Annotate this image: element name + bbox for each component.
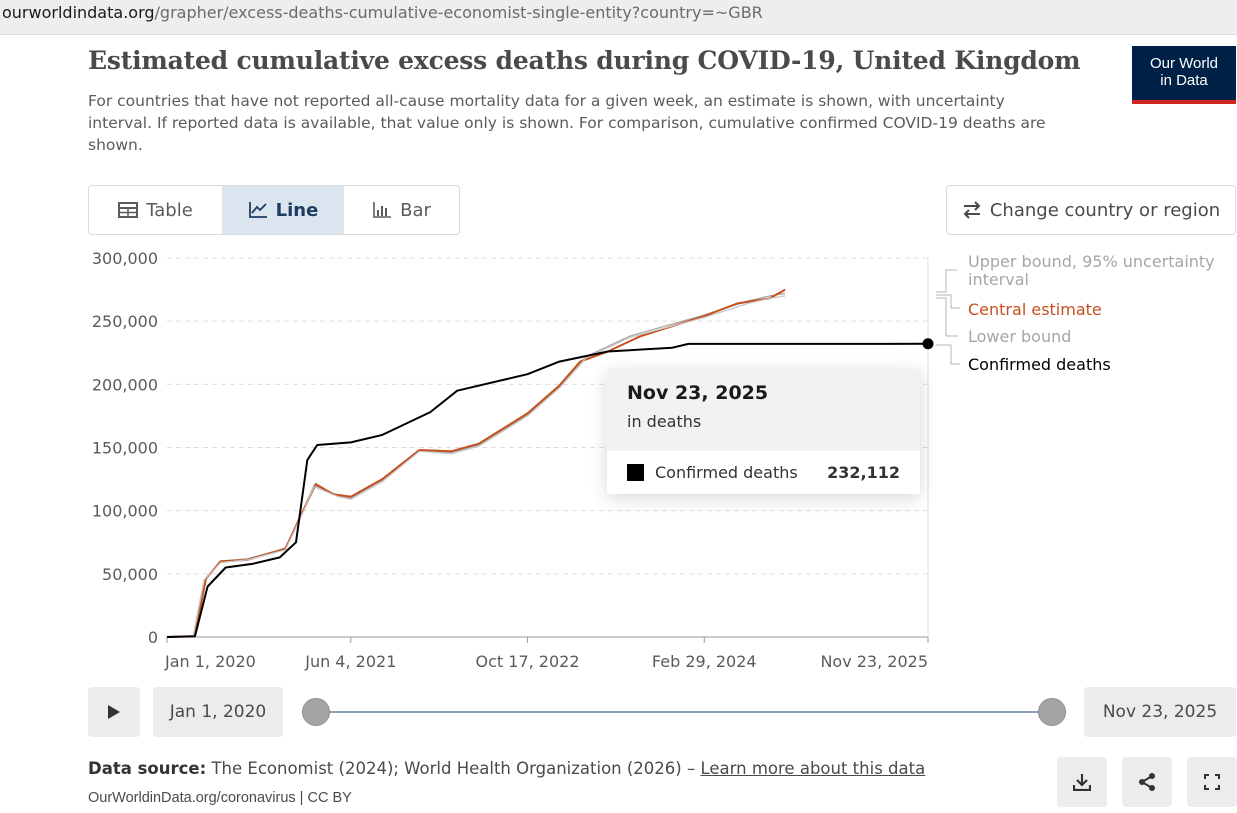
tooltip-date: Nov 23, 2025 <box>627 382 769 404</box>
share-icon <box>1139 773 1155 791</box>
chart-tooltip: Nov 23, 2025 in deaths Confirmed deaths … <box>607 369 920 494</box>
timeline-track[interactable] <box>316 711 1052 713</box>
tooltip-row: Confirmed deaths 232,112 <box>607 451 920 493</box>
y-tick-label: 100,000 <box>92 502 158 521</box>
tab-table[interactable]: Table <box>89 186 222 234</box>
tab-bar-label: Bar <box>400 199 431 221</box>
tooltip-swatch <box>627 463 644 481</box>
tab-line-label: Line <box>275 199 319 221</box>
x-tick-label: Jan 1, 2020 <box>164 652 256 671</box>
swap-arrows-icon <box>963 201 981 219</box>
play-button[interactable] <box>88 687 140 737</box>
y-tick-label: 250,000 <box>92 312 158 331</box>
url-domain: ourworldindata.org <box>2 3 155 22</box>
data-source: Data source: The Economist (2024); World… <box>88 759 925 778</box>
share-button[interactable] <box>1122 757 1172 807</box>
x-tick-label: Oct 17, 2022 <box>476 652 580 671</box>
legend-connector <box>936 269 957 293</box>
fullscreen-icon <box>1204 774 1220 790</box>
legend-upper-bound-cont: interval <box>968 270 1029 289</box>
timeline-end-handle[interactable] <box>1038 698 1066 726</box>
owid-logo[interactable]: Our World in Data <box>1132 46 1236 104</box>
tooltip-header: Nov 23, 2025 in deaths <box>607 369 920 451</box>
legend-label: Central estimate <box>968 300 1102 319</box>
legend-connector <box>936 294 960 309</box>
tab-bar[interactable]: Bar <box>344 186 459 234</box>
timeline-end-date[interactable]: Nov 23, 2025 <box>1084 687 1236 737</box>
chart-subtitle: For countries that have not reported all… <box>88 92 1046 154</box>
data-source-text: The Economist (2024); World Health Organ… <box>211 759 701 778</box>
x-tick-label: Jun 4, 2021 <box>304 652 396 671</box>
table-icon <box>118 202 139 218</box>
x-tick-label: Feb 29, 2024 <box>652 652 757 671</box>
chart-type-tabs: Table Line Bar <box>88 185 460 235</box>
y-tick-label: 0 <box>148 628 158 647</box>
chart-title: Estimated cumulative excess deaths durin… <box>88 46 1081 75</box>
license-text: OurWorldinData.org/coronavirus | CC BY <box>88 790 352 806</box>
timeline-start-handle[interactable] <box>302 698 330 726</box>
y-tick-label: 150,000 <box>92 439 158 458</box>
y-tick-label: 50,000 <box>102 565 158 584</box>
legend-connector <box>936 344 960 365</box>
line-chart[interactable]: 0 50,000 100,000 150,000 200,000 250,000 300,0… <box>0 240 1237 680</box>
change-country-button[interactable]: Change country or region <box>946 185 1236 235</box>
legend-label: Lower bound <box>968 327 1071 346</box>
learn-more-link[interactable]: Learn more about this data <box>700 759 926 778</box>
confirmed-endpoint-dot <box>922 338 934 350</box>
download-button[interactable] <box>1057 757 1107 807</box>
logo-line-2: in Data <box>1160 72 1208 89</box>
url-path: /grapher/excess-deaths-cumulative-econom… <box>154 3 763 22</box>
legend-label: Confirmed deaths <box>968 355 1111 374</box>
logo-line-1: Our World <box>1149 55 1219 72</box>
timeline-start-date[interactable]: Jan 1, 2020 <box>153 687 283 737</box>
tooltip-series-name: Confirmed deaths <box>655 462 798 482</box>
y-tick-label: 200,000 <box>92 375 158 394</box>
data-source-label: Data source: <box>88 759 207 778</box>
tooltip-unit: in deaths <box>627 412 702 431</box>
y-tick-label: 300,000 <box>92 249 158 268</box>
change-country-label: Change country or region <box>989 199 1221 221</box>
play-icon <box>108 705 120 719</box>
bar-chart-icon <box>373 202 392 218</box>
browser-url-bar[interactable]: ourworldindata.org/grapher/excess-deaths… <box>0 0 1237 35</box>
tooltip-value: 232,112 <box>827 462 900 482</box>
line-chart-icon <box>248 202 267 218</box>
tab-line[interactable]: Line <box>222 186 344 234</box>
x-tick-label: Nov 23, 2025 <box>820 652 928 671</box>
legend-upper-bound: Upper bound, 95% uncertainty <box>968 252 1215 271</box>
series-line <box>166 295 786 638</box>
legend-connector <box>936 297 958 337</box>
series-line <box>166 342 929 638</box>
download-icon <box>1073 774 1091 791</box>
tab-table-label: Table <box>146 199 193 221</box>
fullscreen-button[interactable] <box>1187 757 1237 807</box>
